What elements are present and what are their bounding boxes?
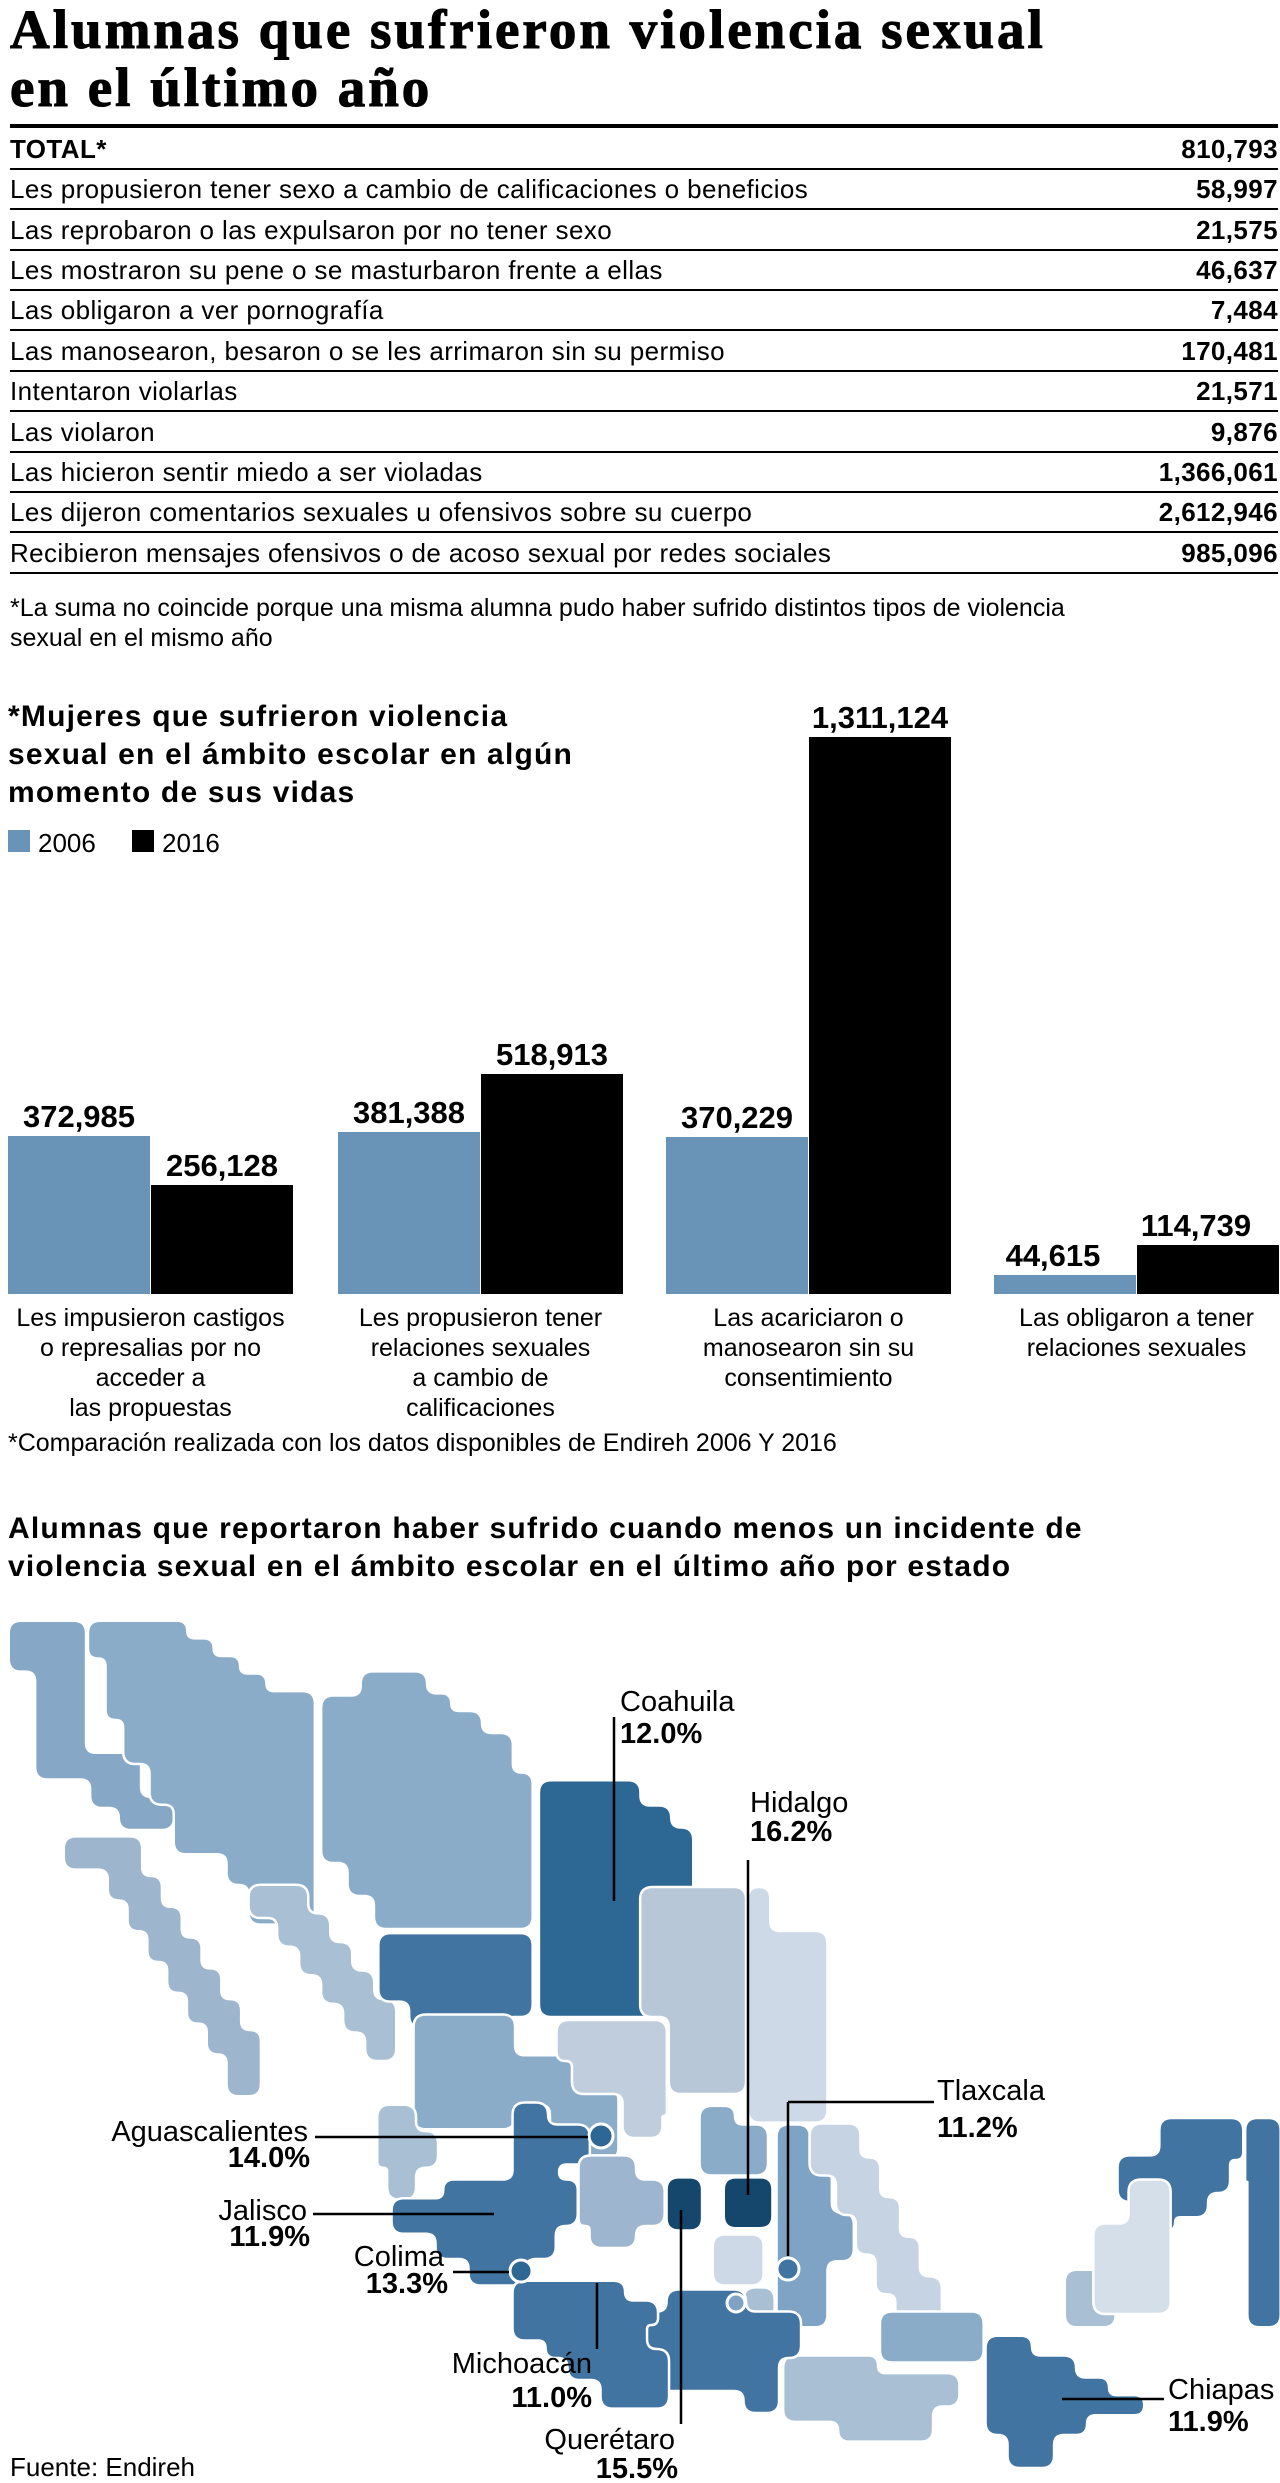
svg-text:11.9%: 11.9% xyxy=(229,2221,310,2253)
svg-text:15.5%: 15.5% xyxy=(596,2453,678,2482)
svg-text:Coahuila: Coahuila xyxy=(620,1686,735,1718)
svg-text:13.3%: 13.3% xyxy=(366,2268,448,2300)
svg-text:Colima: Colima xyxy=(354,2241,445,2273)
svg-text:Aguascalientes: Aguascalientes xyxy=(111,2116,308,2148)
svg-text:Tlaxcala: Tlaxcala xyxy=(937,2075,1046,2107)
svg-text:11.0%: 11.0% xyxy=(511,2382,592,2414)
svg-text:11.2%: 11.2% xyxy=(937,2112,1018,2144)
svg-text:12.0%: 12.0% xyxy=(620,1718,702,1750)
svg-text:Jalisco: Jalisco xyxy=(218,2195,307,2227)
svg-text:Hidalgo: Hidalgo xyxy=(750,1787,848,1819)
svg-text:Chiapas: Chiapas xyxy=(1168,2374,1274,2406)
svg-text:11.9%: 11.9% xyxy=(1168,2406,1249,2438)
svg-text:16.2%: 16.2% xyxy=(750,1816,832,1848)
svg-text:14.0%: 14.0% xyxy=(228,2142,310,2174)
svg-text:Querétaro: Querétaro xyxy=(544,2424,675,2456)
svg-text:Michoacán: Michoacán xyxy=(452,2348,592,2380)
